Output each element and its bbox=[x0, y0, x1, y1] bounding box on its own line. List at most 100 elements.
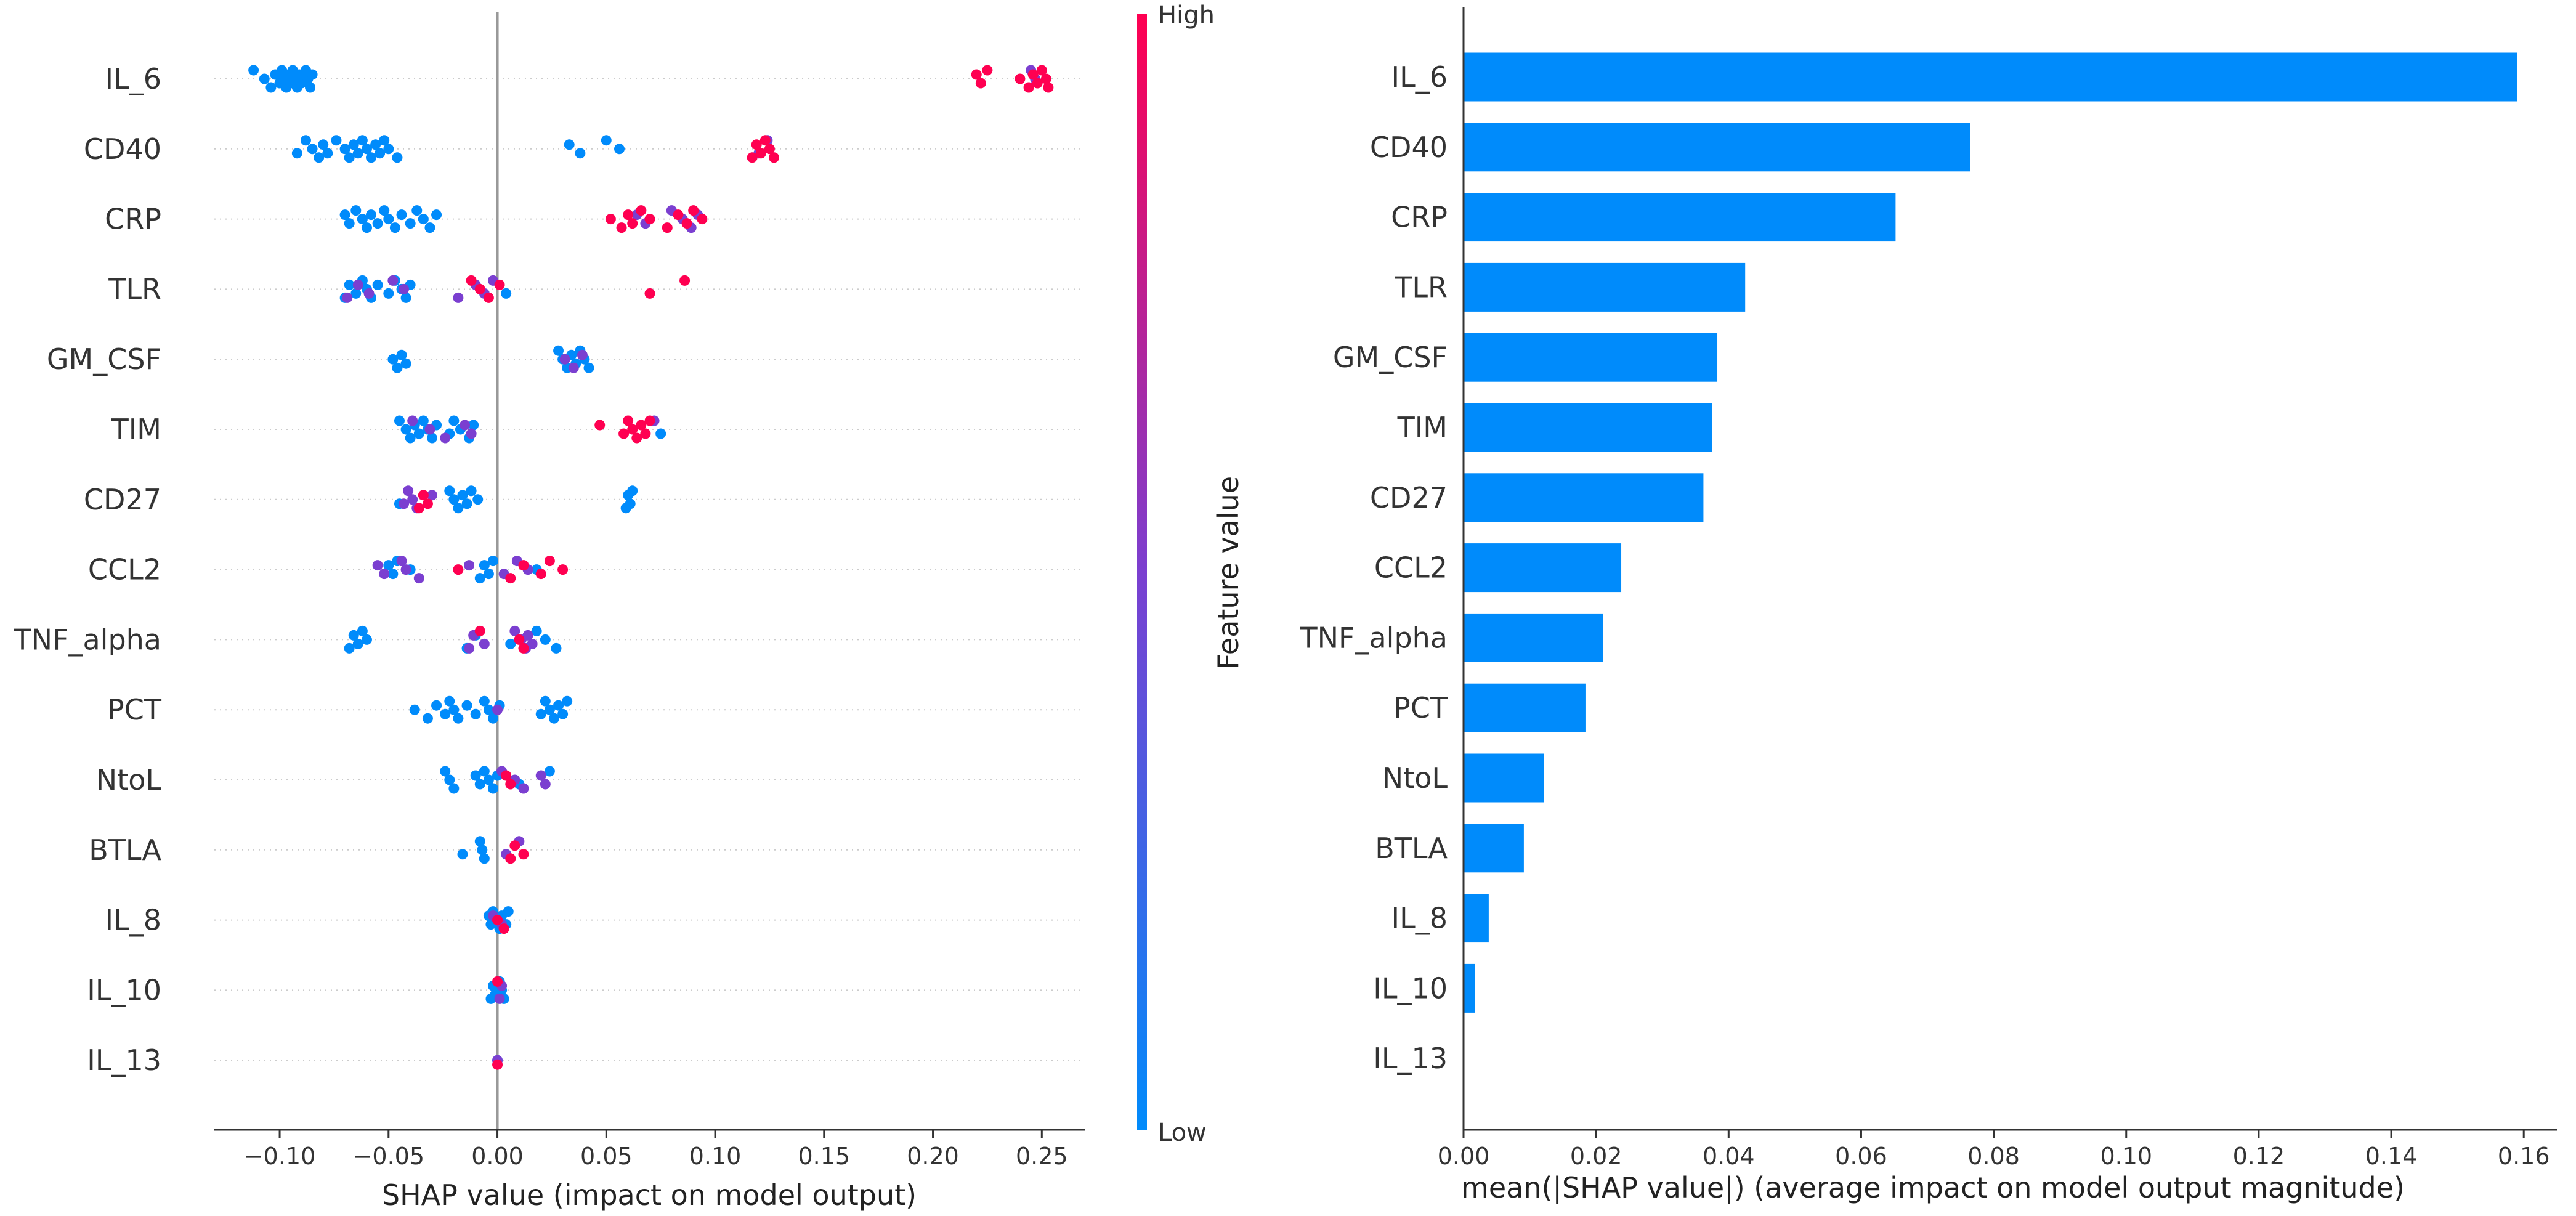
beeswarm-point bbox=[342, 292, 353, 303]
beeswarm-point bbox=[483, 292, 494, 303]
bar-panel: IL_6 CD40 CRP TLR GM_CSF TIM CD27 CCL2 TNF_alpha… bbox=[1300, 7, 2557, 1170]
beeswarm-x-axis-label: SHAP value (impact on model output) bbox=[382, 1178, 917, 1212]
beeswarm-point bbox=[453, 713, 464, 724]
beeswarm-point bbox=[344, 279, 355, 290]
beeswarm-point bbox=[975, 78, 986, 89]
beeswarm-feature-label: TIM bbox=[111, 413, 161, 446]
bar-x-tick-label: 0.16 bbox=[2498, 1143, 2550, 1170]
beeswarm-point bbox=[625, 498, 636, 509]
beeswarm-point bbox=[618, 428, 630, 439]
beeswarm-point bbox=[431, 700, 442, 711]
beeswarm-point bbox=[357, 214, 368, 225]
beeswarm-point bbox=[448, 704, 460, 715]
beeswarm-point bbox=[479, 766, 490, 777]
beeswarm-point bbox=[559, 354, 570, 365]
beeswarm-feature-label: CD27 bbox=[84, 483, 161, 516]
bar-category-label: TIM bbox=[1397, 411, 1448, 444]
beeswarm-point bbox=[379, 205, 390, 216]
beeswarm-point bbox=[509, 840, 520, 851]
beeswarm-point bbox=[389, 222, 400, 233]
beeswarm-point bbox=[366, 152, 377, 163]
beeswarm-point bbox=[557, 708, 569, 719]
beeswarm-point bbox=[492, 704, 503, 715]
beeswarm-point bbox=[453, 292, 464, 303]
bar-ccl2 bbox=[1464, 543, 1622, 593]
beeswarm-point bbox=[1040, 73, 1051, 84]
beeswarm-point bbox=[487, 783, 498, 794]
beeswarm-feature-label: IL_8 bbox=[105, 904, 161, 937]
beeswarm-point bbox=[464, 560, 475, 571]
beeswarm-point bbox=[418, 214, 429, 225]
beeswarm-point bbox=[623, 209, 634, 221]
beeswarm-point bbox=[505, 573, 516, 584]
beeswarm-feature-label: TNF_alpha bbox=[14, 623, 161, 656]
beeswarm-point bbox=[411, 205, 423, 216]
beeswarm-feature-label: CD40 bbox=[84, 132, 161, 166]
beeswarm-point bbox=[366, 209, 377, 221]
beeswarm-point bbox=[259, 73, 270, 84]
bar-category-label: PCT bbox=[1393, 691, 1448, 724]
beeswarm-point bbox=[348, 630, 359, 641]
beeswarm-point bbox=[339, 144, 350, 155]
beeswarm-point bbox=[400, 358, 411, 369]
beeswarm-point bbox=[601, 135, 612, 146]
beeswarm-point bbox=[307, 69, 318, 80]
beeswarm-point bbox=[444, 485, 455, 497]
beeswarm-point bbox=[1032, 78, 1043, 89]
beeswarm-point bbox=[291, 148, 302, 159]
beeswarm-point bbox=[461, 498, 472, 509]
beeswarm-point bbox=[427, 432, 437, 444]
beeswarm-point bbox=[583, 362, 594, 373]
beeswarm-point bbox=[681, 218, 692, 229]
bar-x-axis-label: mean(|SHAP value|) (average impact on mo… bbox=[1461, 1171, 2405, 1205]
beeswarm-point bbox=[479, 695, 490, 707]
beeswarm-point bbox=[418, 490, 429, 501]
beeswarm-point bbox=[307, 144, 318, 155]
beeswarm-point bbox=[575, 148, 586, 159]
beeswarm-point bbox=[444, 695, 455, 707]
beeswarm-point bbox=[350, 288, 362, 299]
beeswarm-point bbox=[418, 415, 429, 426]
colorbar-gradient bbox=[1137, 14, 1147, 1130]
beeswarm-point bbox=[751, 139, 762, 150]
beeswarm-point bbox=[352, 279, 363, 290]
beeswarm-point bbox=[527, 638, 538, 649]
beeswarm-point bbox=[518, 642, 529, 654]
beeswarm-point bbox=[509, 625, 520, 636]
beeswarm-point bbox=[644, 288, 655, 299]
beeswarm-point bbox=[444, 774, 455, 785]
beeswarm-point bbox=[396, 209, 407, 221]
beeswarm-point bbox=[370, 139, 381, 150]
bar-category-label: CRP bbox=[1391, 201, 1448, 234]
beeswarm-point bbox=[387, 275, 399, 286]
beeswarm-point bbox=[553, 700, 564, 711]
beeswarm-point bbox=[474, 779, 485, 790]
bar-pct bbox=[1464, 683, 1586, 732]
beeswarm-point bbox=[535, 770, 546, 781]
beeswarm-point bbox=[755, 148, 766, 159]
bar-category-label: CD27 bbox=[1370, 481, 1448, 514]
beeswarm-point bbox=[644, 214, 655, 225]
beeswarm-feature-label: PCT bbox=[107, 693, 162, 726]
beeswarm-point bbox=[487, 713, 498, 724]
bar-category-label: IL_8 bbox=[1391, 902, 1448, 935]
beeswarm-point bbox=[453, 564, 464, 575]
beeswarm-point bbox=[409, 704, 420, 715]
beeswarm-point bbox=[470, 708, 481, 719]
bar-tlr bbox=[1464, 262, 1746, 312]
beeswarm-point bbox=[551, 642, 562, 654]
beeswarm-point bbox=[540, 634, 551, 645]
beeswarm-point bbox=[396, 349, 407, 360]
beeswarm-point bbox=[568, 362, 579, 373]
beeswarm-point bbox=[361, 222, 372, 233]
bar-category-label: TLR bbox=[1394, 270, 1448, 304]
beeswarm-point bbox=[400, 424, 411, 435]
bar-category-label: BTLA bbox=[1375, 832, 1448, 865]
beeswarm-feature-label: IL_13 bbox=[87, 1044, 161, 1077]
beeswarm-point bbox=[616, 222, 627, 233]
beeswarm-point bbox=[400, 564, 411, 575]
beeswarm-point bbox=[540, 779, 551, 790]
beeswarm-point bbox=[440, 708, 451, 719]
beeswarm-x-tick-label: 0.05 bbox=[580, 1143, 633, 1170]
